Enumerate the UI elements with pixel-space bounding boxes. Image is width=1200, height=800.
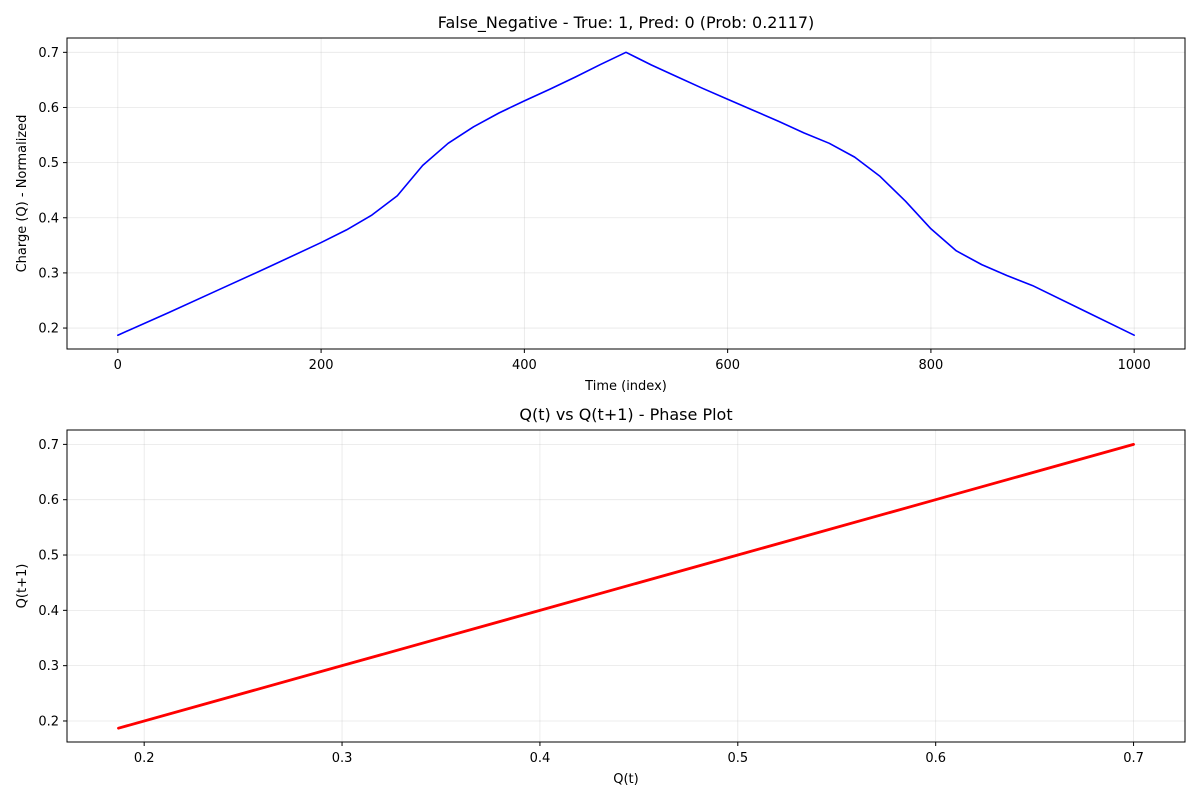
bottom-x-tick-label: 0.7 [1123, 751, 1144, 766]
top-x-tick-label: 0 [114, 358, 122, 373]
top-series-line [117, 51, 1135, 337]
bottom-x-tick-label: 0.6 [925, 751, 946, 766]
bottom-series-line [117, 442, 1135, 730]
top-y-tick-label: 0.7 [38, 46, 59, 61]
bottom-y-axis-label: Q(t+1) [15, 564, 30, 609]
bottom-x-tick-label: 0.4 [530, 751, 551, 766]
bottom-y-tick-label: 0.5 [38, 549, 59, 564]
bottom-y-tick-label: 0.6 [38, 493, 59, 508]
top-y-axis-label: Charge (Q) - Normalized [15, 115, 30, 273]
top-x-tick-label: 400 [512, 358, 537, 373]
bottom-x-tick-label: 0.3 [332, 751, 353, 766]
bottom-chart-title: Q(t) vs Q(t+1) - Phase Plot [519, 405, 732, 424]
bottom-y-tick-label: 0.3 [38, 659, 59, 674]
top-axes-frame [66, 37, 1186, 350]
top-chart-title: False_Negative - True: 1, Pred: 0 (Prob:… [438, 13, 815, 33]
bottom-y-tick-label: 0.2 [38, 714, 59, 729]
bottom-axes-frame [66, 429, 1186, 743]
bottom-y-tick-label: 0.7 [38, 438, 59, 453]
bottom-y-tick-label: 0.4 [38, 604, 59, 619]
top-y-tick-label: 0.5 [38, 156, 59, 171]
top-x-tick-label: 1000 [1118, 358, 1151, 373]
phase-plot-chart: 0.2 0.3 0.4 0.5 0.6 0.7 0.2 0.3 0.4 0.5 0.6 0.7 Q(t)… [15, 405, 1186, 787]
top-y-tick-label: 0.2 [38, 322, 59, 337]
bottom-x-tick-label: 0.5 [727, 751, 748, 766]
bottom-x-tick-label: 0.2 [134, 751, 155, 766]
top-x-tick-label: 200 [309, 358, 334, 373]
top-y-tick-label: 0.4 [38, 211, 59, 226]
top-y-tick-label: 0.6 [38, 101, 59, 116]
top-x-axis-label: Time (index) [584, 379, 667, 394]
time-series-chart: 0 200 400 600 800 1000 0.2 0.3 0.4 0.5 0.6 0.7 False… [15, 13, 1186, 394]
top-y-tick-label: 0.3 [38, 266, 59, 281]
top-x-tick-label: 800 [918, 358, 943, 373]
top-x-tick-label: 600 [715, 358, 740, 373]
bottom-x-axis-label: Q(t) [613, 772, 638, 787]
